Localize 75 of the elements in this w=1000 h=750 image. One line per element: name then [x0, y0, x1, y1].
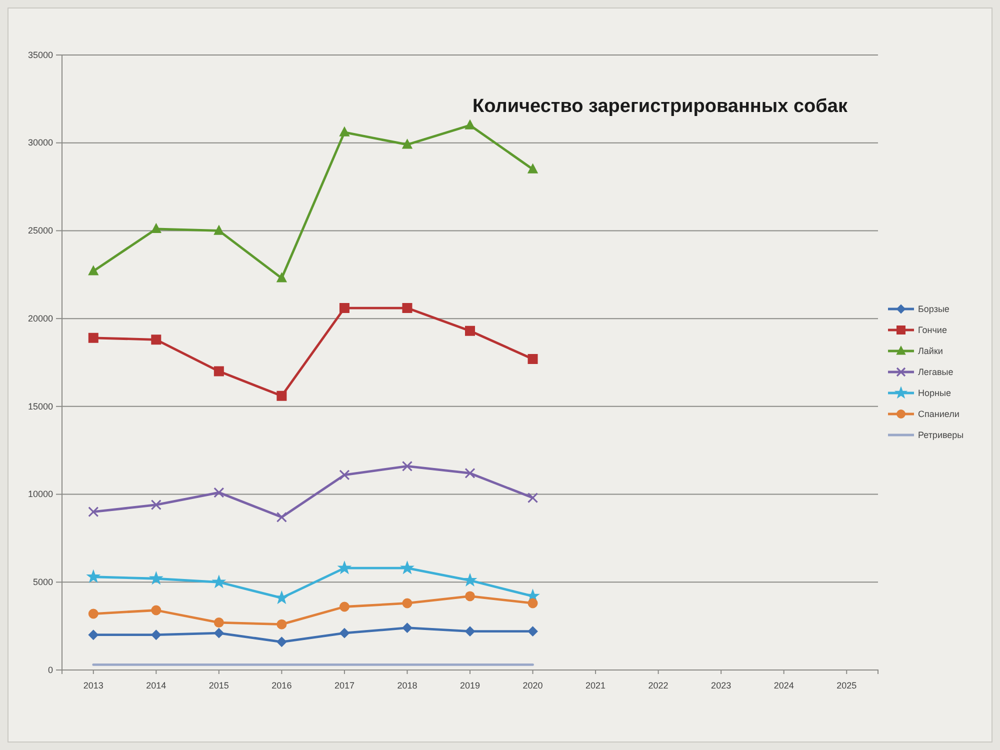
point	[212, 576, 226, 588]
point	[464, 574, 476, 586]
point	[88, 630, 98, 640]
point	[465, 120, 475, 130]
point	[214, 366, 224, 376]
x-tick-label: 2016	[272, 680, 292, 691]
legend-label: Спаниели	[918, 409, 960, 420]
point	[402, 598, 412, 608]
point	[465, 591, 475, 602]
point	[402, 139, 412, 149]
legend-label: Борзые	[918, 304, 950, 314]
point	[339, 126, 350, 136]
y-tick-label: 5000	[32, 577, 53, 588]
text: Количество зарегистрированных собак	[472, 96, 848, 117]
x-tick-label: 2014	[146, 680, 166, 691]
point	[339, 303, 350, 314]
point	[151, 224, 162, 234]
point	[88, 608, 98, 619]
x-tick-label: 2018	[397, 680, 418, 691]
x-tick-label: 2020	[522, 680, 543, 691]
point	[339, 470, 350, 480]
point	[150, 500, 162, 510]
point	[339, 602, 350, 612]
x-tick-label: 2025	[836, 680, 857, 691]
y-tick-label: 10000	[28, 489, 53, 500]
point	[464, 468, 476, 478]
point	[214, 618, 224, 628]
legend-label: Ретриверы	[918, 430, 964, 440]
legend-label: Лайки	[918, 346, 943, 356]
point	[214, 628, 224, 638]
x-tick-label: 2024	[774, 680, 794, 691]
point	[276, 272, 287, 282]
y-tick-label: 0	[48, 664, 53, 675]
point	[402, 622, 412, 633]
x-tick-label: 2015	[208, 680, 229, 691]
x-tick-label: 2023	[711, 680, 732, 691]
y-tick-label: 35000	[28, 50, 53, 60]
point	[400, 562, 414, 574]
point	[465, 626, 475, 636]
legend-label: Гончие	[918, 325, 947, 336]
y-tick-label: 15000	[28, 401, 53, 412]
y-tick-label: 30000	[28, 138, 53, 148]
point	[88, 266, 98, 276]
point	[214, 487, 224, 498]
point	[338, 562, 351, 574]
point	[151, 605, 162, 616]
y-tick-label: 20000	[28, 313, 53, 324]
point	[339, 628, 350, 638]
x-tick-label: 2013	[83, 680, 104, 691]
x-tick-label: 2022	[648, 680, 668, 691]
legend-label: Легавые	[918, 367, 954, 378]
legend-label: Норные	[918, 388, 951, 398]
x-tick-label: 2021	[586, 680, 606, 691]
point	[528, 164, 538, 174]
point	[402, 460, 413, 472]
point	[276, 619, 287, 630]
point	[276, 636, 287, 647]
point	[527, 492, 538, 504]
point	[276, 390, 287, 401]
point	[402, 303, 412, 314]
point	[88, 506, 99, 518]
x-tick-label: 2017	[334, 680, 354, 691]
point	[528, 626, 538, 636]
point	[276, 512, 287, 522]
point	[151, 630, 162, 640]
point	[528, 354, 538, 364]
x-tick-label: 2019	[460, 680, 480, 691]
point	[465, 326, 475, 336]
point	[88, 332, 98, 343]
point	[151, 334, 162, 345]
point	[150, 572, 162, 584]
point	[528, 598, 538, 608]
y-tick-label: 25000	[28, 226, 53, 236]
point	[214, 225, 224, 235]
point	[87, 570, 100, 582]
